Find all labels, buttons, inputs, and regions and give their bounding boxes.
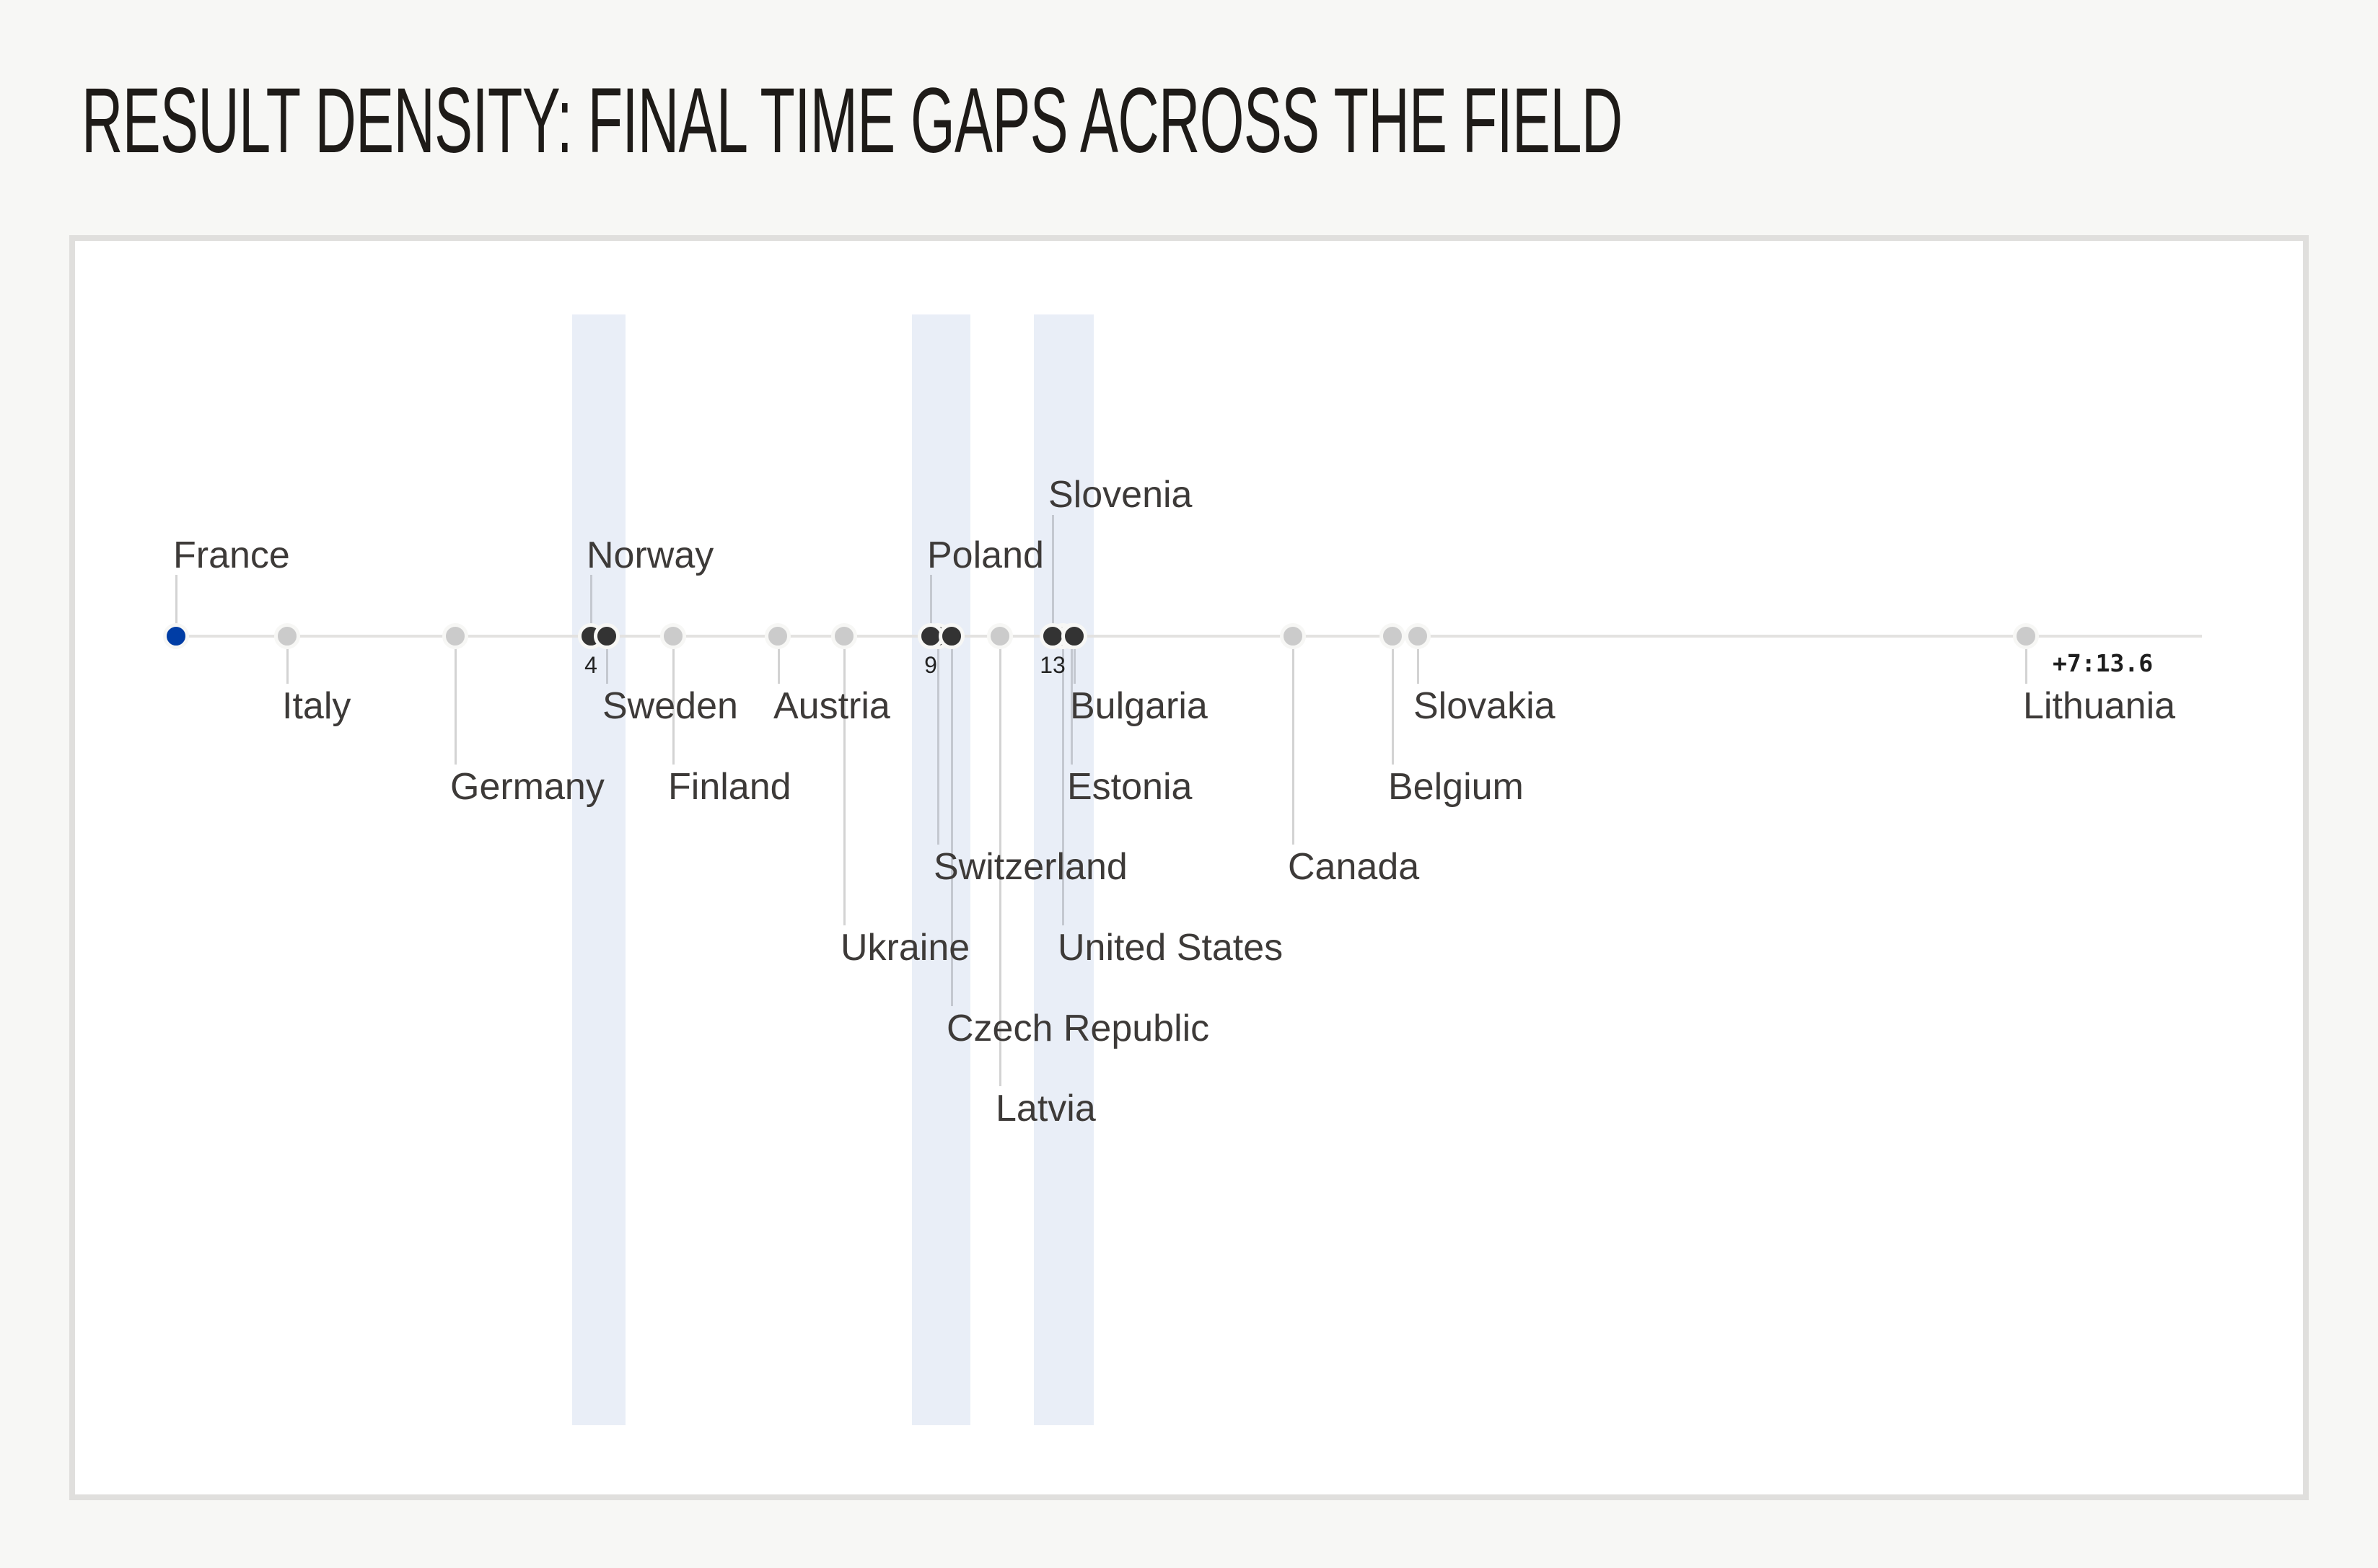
leader-line-norway — [590, 575, 592, 625]
leader-line-switzerland — [937, 648, 939, 845]
leader-line-canada — [1292, 648, 1294, 845]
leader-line-germany — [455, 648, 457, 765]
dot-germany[interactable] — [442, 623, 468, 649]
chart-panel — [69, 235, 2309, 1500]
label-united-states: United States — [1058, 927, 1284, 969]
last-place-gap: +7:13.6 — [2053, 649, 2154, 677]
label-latvia: Latvia — [996, 1088, 1096, 1129]
dot-ukraine[interactable] — [831, 623, 857, 649]
leader-line-italy — [286, 648, 289, 684]
dot-austria[interactable] — [765, 623, 791, 649]
label-sweden: Sweden — [602, 685, 738, 727]
label-poland: Poland — [927, 534, 1044, 576]
label-bulgaria: Bulgaria — [1070, 685, 1208, 727]
time-axis — [176, 635, 2202, 638]
leader-line-sweden — [606, 648, 608, 684]
leader-line-slovenia — [1052, 515, 1054, 625]
label-finland: Finland — [668, 766, 791, 808]
label-italy: Italy — [282, 685, 351, 727]
leader-line-united-states — [1062, 648, 1064, 925]
cluster-count-13: 13 — [1040, 652, 1066, 678]
leader-line-belgium — [1392, 648, 1394, 765]
label-germany: Germany — [450, 766, 605, 808]
label-austria: Austria — [773, 685, 890, 727]
dot-slovakia[interactable] — [1405, 623, 1431, 649]
label-belgium: Belgium — [1388, 766, 1524, 808]
dot-belgium[interactable] — [1379, 623, 1405, 649]
leader-line-finland — [672, 648, 675, 765]
cluster-count-9: 9 — [924, 652, 937, 678]
chart-title: RESULT DENSITY: FINAL TIME GAPS ACROSS T… — [82, 69, 1623, 172]
label-switzerland: Switzerland — [934, 846, 1128, 888]
leader-line-latvia — [999, 648, 1001, 1086]
leader-line-lithuania — [2025, 648, 2027, 684]
leader-line-bulgaria — [1074, 648, 1076, 684]
cluster-band-4 — [572, 314, 626, 1425]
dot-france[interactable] — [163, 623, 189, 649]
leader-line-poland — [930, 575, 932, 625]
label-canada: Canada — [1288, 846, 1420, 888]
cluster-band-9 — [912, 314, 970, 1425]
label-czech-republic: Czech Republic — [947, 1008, 1210, 1049]
dot-bulgaria[interactable] — [1061, 623, 1087, 649]
label-ukraine: Ukraine — [841, 927, 970, 969]
leader-line-estonia — [1071, 648, 1073, 765]
cluster-count-4: 4 — [584, 652, 597, 678]
dot-latvia[interactable] — [987, 623, 1013, 649]
label-slovakia: Slovakia — [1413, 685, 1556, 727]
leader-line-slovakia — [1417, 648, 1419, 684]
leader-line-ukraine — [843, 648, 846, 925]
dot-sweden[interactable] — [594, 623, 620, 649]
label-estonia: Estonia — [1067, 766, 1193, 808]
dot-czech[interactable] — [939, 623, 965, 649]
label-lithuania: Lithuania — [2023, 685, 2176, 727]
label-france: France — [173, 534, 290, 576]
leader-line-czech — [951, 648, 953, 1006]
dot-canada[interactable] — [1280, 623, 1306, 649]
leader-line-austria — [778, 648, 780, 684]
leader-line-france — [175, 575, 177, 625]
dot-lithuania[interactable] — [2013, 623, 2039, 649]
dot-italy[interactable] — [274, 623, 300, 649]
label-slovenia: Slovenia — [1048, 474, 1193, 516]
dot-finland[interactable] — [660, 623, 686, 649]
label-norway: Norway — [587, 534, 714, 576]
